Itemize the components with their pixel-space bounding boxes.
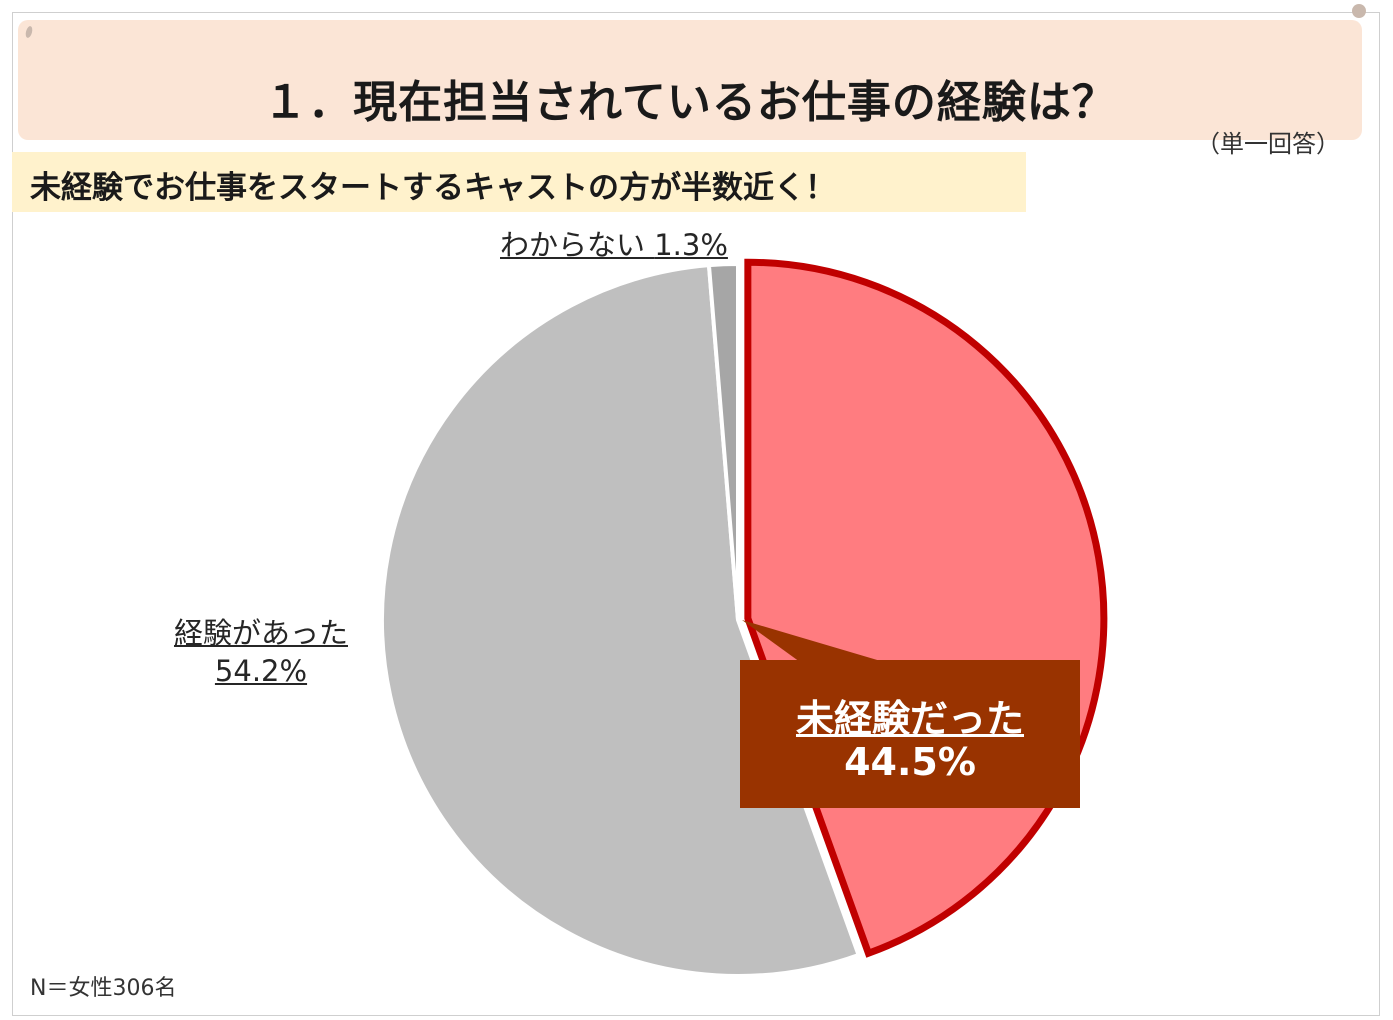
slice-label-unknown: わからない 1.3% xyxy=(500,226,728,264)
slice-label-experienced: 経験があった 54.2% xyxy=(150,614,372,690)
callout-pointer xyxy=(742,620,884,662)
headline-text: 未経験でお仕事をスタートするキャストの方が半数近く！ xyxy=(30,170,836,206)
sample-size-note: N＝女性306名 xyxy=(30,976,177,1001)
answer-type-note: （単一回答） xyxy=(1196,130,1340,158)
pie-slice-experienced xyxy=(380,263,862,978)
headline-box: 未経験でお仕事をスタートするキャストの方が半数近く！ xyxy=(12,152,1026,212)
slice-label-unknown-value: 1.3% xyxy=(654,228,728,262)
title-banner: １．現在担当されているお仕事の経験は？ （単一回答） xyxy=(18,4,1366,158)
slice-label-experienced-value: 54.2% xyxy=(214,654,308,688)
callout-inexperienced: 未経験だった 44.5% xyxy=(740,660,1080,808)
slice-label-experienced-name: 経験があった xyxy=(173,616,348,650)
page-title: １．現在担当されているお仕事の経験は？ xyxy=(263,77,1117,128)
pie-slice-unknown xyxy=(706,261,740,621)
slice-label-unknown-name: わからない xyxy=(500,228,646,262)
callout-inexperienced-name: 未経験だった xyxy=(795,697,1024,741)
callout-inexperienced-value: 44.5% xyxy=(844,740,976,784)
